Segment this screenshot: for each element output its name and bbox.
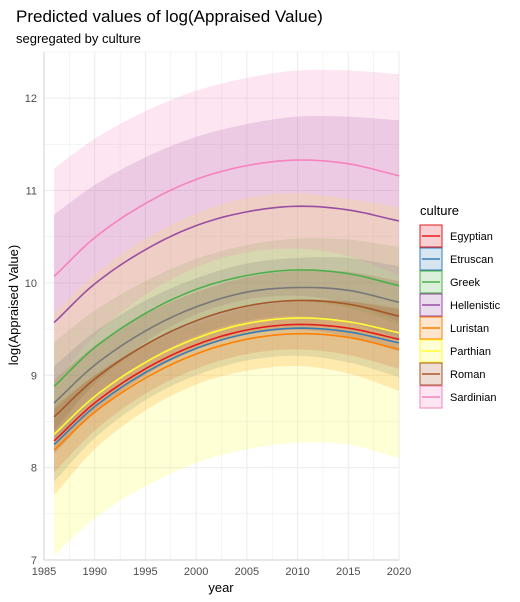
y-tick-label: 11 xyxy=(26,186,37,198)
legend-title: culture xyxy=(420,203,459,218)
series-line-sardinian xyxy=(53,159,400,277)
y-tick-label: 7 xyxy=(31,555,37,567)
series-line-parthian xyxy=(53,317,400,435)
series-line-series-8 xyxy=(53,286,400,404)
confidence-band-sardinian xyxy=(54,69,399,385)
x-tick-label: 2015 xyxy=(336,566,360,578)
legend-label-hellenistic: Hellenistic xyxy=(450,300,501,312)
series-line-etruscan xyxy=(53,327,400,446)
y-tick-label: 9 xyxy=(31,370,37,382)
confidence-bands xyxy=(54,69,399,556)
confidence-band-roman xyxy=(54,270,399,454)
x-tick-label: 1995 xyxy=(133,566,157,578)
grid xyxy=(43,51,400,561)
chart-subtitle: segregated by culture xyxy=(16,31,141,46)
confidence-band-egyptian xyxy=(54,299,399,473)
legend-label-luristan: Luristan xyxy=(450,323,489,335)
legend-label-etruscan: Etruscan xyxy=(450,254,493,266)
legend-label-greek: Greek xyxy=(450,277,480,289)
x-tick-label: 1990 xyxy=(82,566,106,578)
y-tick-label: 12 xyxy=(25,93,37,105)
x-tick-label: 2020 xyxy=(387,566,411,578)
x-axis-title: year xyxy=(208,580,234,595)
x-tick-label: 2000 xyxy=(184,566,208,578)
confidence-band-luristan xyxy=(54,300,399,496)
legend-label-sardinian: Sardinian xyxy=(450,392,496,404)
x-tick-label: 2005 xyxy=(235,566,259,578)
confidence-band-greek xyxy=(54,238,399,431)
x-tick-label: 1985 xyxy=(32,566,56,578)
series-line-greek xyxy=(53,269,400,387)
series-line-egyptian xyxy=(53,323,400,442)
series-line-luristan xyxy=(53,332,400,451)
y-tick-label: 8 xyxy=(31,463,37,475)
confidence-band-etruscan xyxy=(54,300,399,482)
confidence-band-hellenistic xyxy=(54,115,399,431)
series-line-roman xyxy=(53,299,400,418)
series-lines xyxy=(53,159,400,451)
y-axis-title: log(Appraised Value) xyxy=(6,245,21,365)
confidence-band-series-8 xyxy=(54,257,399,440)
legend-label-roman: Roman xyxy=(450,369,485,381)
y-tick-label: 10 xyxy=(25,278,37,290)
legend-label-egyptian: Egyptian xyxy=(450,231,493,243)
confidence-band-parthian xyxy=(54,193,399,556)
chart-title: Predicted values of log(Appraised Value) xyxy=(16,7,323,26)
legend: culture Egyptian Etruscan Greek Hellenistic… xyxy=(419,203,501,409)
legend-label-parthian: Parthian xyxy=(450,346,491,358)
series-line-hellenistic xyxy=(53,205,400,324)
x-tick-label: 2010 xyxy=(285,566,309,578)
axes: 1985 1990 1995 2000 2005 2010 2015 2020 7 8 9 10 11 1… xyxy=(25,52,411,578)
